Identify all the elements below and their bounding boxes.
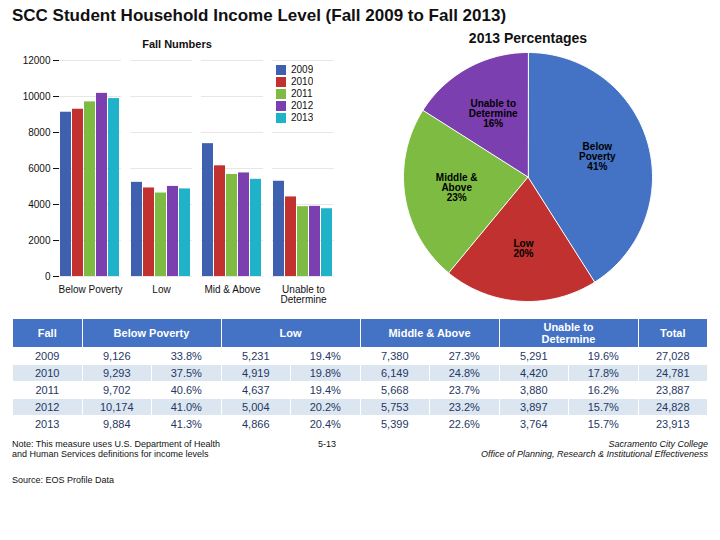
svg-text:Low20%: Low20% <box>513 238 533 259</box>
html-text:2011: 2011 <box>291 88 313 99</box>
html-text:19.8%: 19.8% <box>309 367 341 379</box>
svg-text:Mid & Above: Mid & Above <box>204 284 261 295</box>
html-text:Unable to Determine: Unable to Determine <box>541 321 596 345</box>
html-text:6,149: 6,149 <box>381 367 409 379</box>
svg-text:6000: 6000 <box>28 163 51 174</box>
html-text:Fall Numbers: Fall Numbers <box>142 38 212 50</box>
html-text:2010: 2010 <box>35 367 60 379</box>
html-text:15.7%: 15.7% <box>587 418 619 430</box>
html-text:41.0%: 41.0% <box>170 401 202 413</box>
html-text:23,913: 23,913 <box>655 418 690 430</box>
html-text:23.2%: 23.2% <box>448 401 480 413</box>
html-text:17.8%: 17.8% <box>587 367 619 379</box>
svg-text:Unable toDetermine: Unable toDetermine <box>280 284 327 305</box>
svg-text:Below Poverty: Below Poverty <box>59 284 123 295</box>
svg-text:12000: 12000 <box>23 55 51 66</box>
svg-text:Low: Low <box>152 284 171 295</box>
html-text:5-13: 5-13 <box>318 439 336 449</box>
html-text:5,231: 5,231 <box>242 350 270 362</box>
html-text:2012: 2012 <box>291 100 314 111</box>
html-text:4,866: 4,866 <box>242 418 270 430</box>
svg-text:8000: 8000 <box>28 127 51 138</box>
html-text:2009: 2009 <box>291 64 314 75</box>
html-text:and Human Services definitions: and Human Services definitions for incom… <box>12 449 209 459</box>
html-text:9,126: 9,126 <box>103 350 131 362</box>
html-text:23,887: 23,887 <box>655 384 690 396</box>
html-text:Below Poverty: Below Poverty <box>113 327 190 339</box>
html-text:5,668: 5,668 <box>381 384 409 396</box>
html-text:2013: 2013 <box>35 418 60 430</box>
html-text:9,293: 9,293 <box>103 367 131 379</box>
html-text:37.5%: 37.5% <box>170 367 202 379</box>
html-text:22.6%: 22.6% <box>448 418 480 430</box>
html-text:Sacramento City College: Sacramento City College <box>608 439 708 449</box>
html-text:2009: 2009 <box>35 350 60 362</box>
html-text:4,637: 4,637 <box>242 384 270 396</box>
html-text:5,399: 5,399 <box>381 418 409 430</box>
html-text:27,028: 27,028 <box>655 350 690 362</box>
html-text:19.4%: 19.4% <box>309 350 341 362</box>
html-text:27.3%: 27.3% <box>448 350 480 362</box>
html-text:Low: Low <box>279 327 302 339</box>
html-text:9,884: 9,884 <box>103 418 131 430</box>
html-text:5,291: 5,291 <box>520 350 548 362</box>
svg-text:BelowPoverty41%: BelowPoverty41% <box>579 141 616 172</box>
html-text:Office of Planning, Research &: Office of Planning, Research & Instituti… <box>480 449 708 459</box>
html-text:SCC Student Household Income L: SCC Student Household Income Level (Fall… <box>12 6 507 25</box>
html-text:2013: 2013 <box>291 112 314 123</box>
html-text:3,764: 3,764 <box>520 418 548 430</box>
html-text:9,702: 9,702 <box>103 384 131 396</box>
html-text:4,420: 4,420 <box>520 367 548 379</box>
html-text:40.6%: 40.6% <box>170 384 202 396</box>
html-text:4,919: 4,919 <box>242 367 270 379</box>
html-text:24,781: 24,781 <box>655 367 690 379</box>
html-text:15.7%: 15.7% <box>587 401 619 413</box>
html-text:24.8%: 24.8% <box>448 367 480 379</box>
svg-text:Unable toDetermine16%: Unable toDetermine16% <box>469 98 518 129</box>
html-text:5,004: 5,004 <box>242 401 270 413</box>
html-text:2010: 2010 <box>291 76 314 87</box>
html-text:20.2%: 20.2% <box>309 401 341 413</box>
html-text:3,897: 3,897 <box>520 401 548 413</box>
html-text:20.4%: 20.4% <box>309 418 341 430</box>
svg-text:Middle &Above23%: Middle &Above23% <box>436 172 478 203</box>
html-text:19.4%: 19.4% <box>309 384 341 396</box>
html-text:7,380: 7,380 <box>381 350 409 362</box>
html-text:5,753: 5,753 <box>381 401 409 413</box>
html-text:33.8%: 33.8% <box>170 350 202 362</box>
html-text:23.7%: 23.7% <box>448 384 480 396</box>
html-text:10,174: 10,174 <box>99 401 134 413</box>
html-text:Middle & Above: Middle & Above <box>388 327 471 339</box>
html-text:2013 Percentages: 2013 Percentages <box>468 30 588 46</box>
html-text:2012: 2012 <box>35 401 60 413</box>
svg-text:10000: 10000 <box>23 91 51 102</box>
html-text:Fall: Fall <box>37 327 57 339</box>
svg-text:4000: 4000 <box>28 199 51 210</box>
html-text:19.6%: 19.6% <box>587 350 619 362</box>
html-text:16.2%: 16.2% <box>587 384 619 396</box>
html-text:41.3%: 41.3% <box>170 418 202 430</box>
svg-text:0: 0 <box>45 271 51 282</box>
html-text:24,828: 24,828 <box>655 401 690 413</box>
html-text:2011: 2011 <box>35 384 60 396</box>
html-text:Note: This measure uses U.S. D: Note: This measure uses U.S. Department … <box>12 439 220 449</box>
html-text:3,880: 3,880 <box>520 384 548 396</box>
html-text:Total: Total <box>660 327 686 339</box>
svg-text:2000: 2000 <box>28 235 51 246</box>
html-text:Source: EOS Profile Data: Source: EOS Profile Data <box>12 475 114 485</box>
